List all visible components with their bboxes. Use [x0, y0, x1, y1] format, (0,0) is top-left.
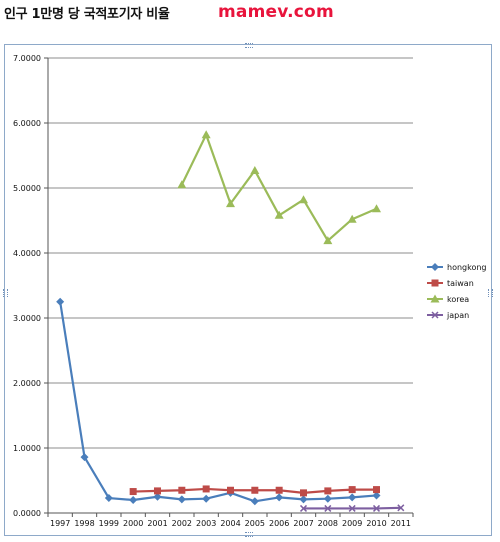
legend-item-japan: japan — [427, 311, 469, 320]
y-tick-label: 3.0000 — [13, 314, 41, 323]
data-point-marker — [348, 486, 356, 494]
legend-item-taiwan: taiwan — [427, 279, 474, 288]
x-axis-tick-labels: 1997 1998 1999 2000 2001 2002 2003 2004 2005 2006… — [50, 519, 411, 528]
data-point-marker — [178, 486, 186, 494]
legend-label: korea — [447, 295, 469, 304]
data-point-marker — [431, 279, 439, 287]
data-point-marker — [202, 494, 211, 503]
x-tick-label: 1997 — [50, 519, 70, 528]
data-point-marker — [373, 486, 380, 494]
data-point-marker — [202, 485, 210, 493]
data-point-marker — [372, 504, 381, 512]
data-point-marker — [347, 214, 357, 223]
x-tick-label: 2001 — [147, 519, 167, 528]
data-point-marker — [299, 195, 308, 204]
y-tick-label: 0.0000 — [13, 509, 41, 518]
data-point-marker — [251, 486, 259, 494]
x-tick-label: 2003 — [196, 519, 216, 528]
data-point-marker — [56, 297, 65, 306]
data-point-marker — [153, 492, 162, 501]
data-point-marker — [129, 488, 137, 496]
y-tick-label: 6.0000 — [13, 119, 41, 128]
data-point-marker — [274, 210, 284, 219]
x-tick-label: 2005 — [245, 519, 265, 528]
data-point-marker — [250, 497, 259, 506]
legend-label: japan — [446, 311, 469, 320]
data-point-marker — [201, 130, 211, 139]
x-tick-label: 2007 — [293, 519, 313, 528]
data-point-marker-stroke — [397, 504, 405, 512]
data-point-marker — [275, 493, 284, 502]
watermark-logo: mamev.com — [218, 2, 334, 22]
x-tick-label: 2008 — [318, 519, 338, 528]
x-tick-label: 2009 — [342, 519, 362, 528]
frame-handle-right[interactable] — [488, 289, 493, 297]
y-tick-label: 1.0000 — [13, 444, 41, 453]
data-point-marker-stroke — [431, 311, 439, 319]
x-tick-label: 2010 — [366, 519, 386, 528]
series-hongkong — [56, 297, 381, 506]
x-tick-label: 2002 — [172, 519, 192, 528]
data-point-marker — [80, 453, 89, 462]
data-point-marker — [431, 263, 439, 271]
frame-handle-top[interactable] — [245, 43, 253, 48]
data-point-marker — [348, 504, 356, 512]
legend-label: hongkong — [447, 263, 487, 272]
x-tick-label: 1999 — [99, 519, 119, 528]
data-point-marker — [250, 165, 260, 174]
data-point-marker — [299, 504, 308, 512]
page-title: 인구 1만명 당 국적포기자 비율 — [4, 7, 170, 22]
frame-handle-left[interactable] — [3, 289, 8, 297]
x-tick-label: 2006 — [269, 519, 289, 528]
axes — [44, 57, 414, 517]
x-tick-label: 2000 — [123, 519, 143, 528]
data-point-marker — [324, 487, 332, 495]
series-korea — [177, 130, 381, 245]
series-japan — [299, 504, 405, 512]
data-point-marker-stroke — [324, 504, 332, 512]
frame-handle-bottom[interactable] — [245, 532, 253, 537]
y-tick-label: 5.0000 — [13, 184, 41, 193]
data-point-marker-stroke — [299, 504, 308, 512]
data-point-marker — [431, 311, 439, 319]
data-point-marker — [129, 496, 138, 504]
x-tick-label: 1998 — [74, 519, 94, 528]
data-point-marker — [226, 199, 235, 208]
legend-item-korea: korea — [427, 294, 469, 304]
data-point-marker — [104, 494, 113, 503]
data-point-marker — [324, 504, 332, 512]
data-point-marker — [177, 180, 187, 189]
data-point-marker — [372, 204, 381, 213]
data-point-marker — [227, 486, 234, 494]
data-point-marker — [177, 495, 186, 504]
data-point-marker-stroke — [372, 504, 381, 512]
data-point-marker — [430, 294, 440, 303]
plot-series — [56, 130, 405, 512]
series-taiwan — [129, 485, 380, 497]
data-point-marker — [372, 491, 381, 500]
legend-label: taiwan — [447, 279, 474, 288]
data-point-marker — [397, 504, 405, 512]
data-point-marker-stroke — [348, 504, 356, 512]
gridlines — [48, 57, 413, 449]
data-point-marker — [300, 489, 307, 497]
data-point-marker — [323, 236, 333, 245]
data-point-marker — [154, 487, 161, 495]
data-point-marker — [323, 494, 332, 503]
legend-item-hongkong: hongkong — [427, 263, 487, 272]
y-tick-label: 7.0000 — [13, 54, 41, 63]
series-line-hongkong — [59, 301, 377, 503]
data-point-marker — [275, 486, 283, 494]
legend: hongkong taiwan korea japan — [427, 263, 487, 320]
y-tick-label: 4.0000 — [13, 249, 41, 258]
data-point-marker — [299, 495, 308, 504]
y-axis-tick-labels: 0.0000 1.0000 2.0000 3.0000 4.0000 5.0000 6.00… — [13, 54, 41, 518]
data-point-marker — [348, 493, 357, 502]
y-tick-label: 2.0000 — [13, 379, 41, 388]
x-tick-label: 2011 — [391, 519, 411, 528]
x-tick-label: 2004 — [220, 519, 240, 528]
